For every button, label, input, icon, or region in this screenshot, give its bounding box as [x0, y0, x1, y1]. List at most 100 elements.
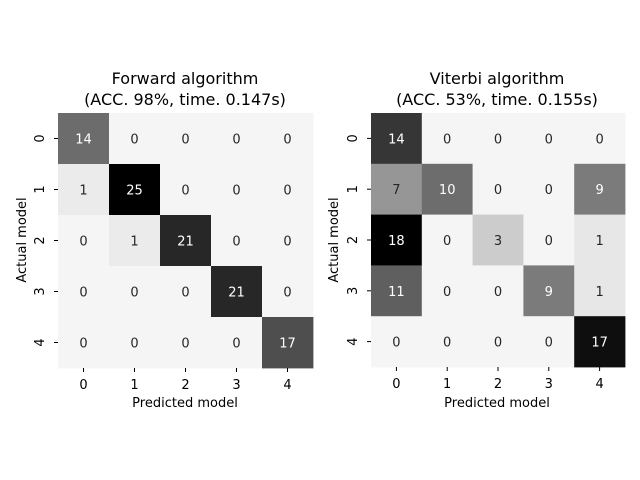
- forward-cell-label-r0-c4: 0: [283, 133, 291, 148]
- viterbi-cell-label-r3-c4: 1: [595, 285, 603, 300]
- viterbi-cell-r0-c4: [574, 113, 626, 165]
- forward-cell-r2-c2: [160, 215, 212, 267]
- forward-cell-label-r0-c2: 0: [181, 133, 189, 148]
- viterbi-cell-r1-c4: [574, 163, 626, 215]
- forward-cell-r0-c1: [109, 113, 161, 165]
- viterbi-cell-label-r1-c1: 10: [439, 183, 456, 198]
- forward-cell-r4-c2: [160, 317, 212, 369]
- viterbi-cell-r2-c0: [371, 214, 423, 266]
- viterbi-cell-label-r1-c2: 0: [494, 183, 502, 198]
- forward-cells: 14 0 0 0 0 1 25 0 0 0 0 1 21 0 0 0 0 0 21 0 0 0 0 0 17: [58, 113, 314, 369]
- forward-y-ticks: 0 1 2 3 4: [33, 134, 58, 347]
- viterbi-cell-r1-c0: [371, 163, 423, 215]
- viterbi-cell-label-r1-c0: 7: [392, 183, 400, 198]
- forward-cell-label-r0-c3: 0: [232, 133, 240, 148]
- viterbi-y-tick-label-0: 0: [346, 134, 361, 142]
- viterbi-heatmap-panel: Viterbi algorithm (ACC. 53%, time. 0.155…: [327, 69, 626, 411]
- viterbi-cell-r0-c3: [523, 113, 575, 165]
- viterbi-title-line2: (ACC. 53%, time. 0.155s): [396, 90, 598, 109]
- forward-cell-label-r3-c1: 0: [130, 286, 138, 301]
- forward-y-tick-label-3: 3: [33, 287, 48, 295]
- viterbi-cell-label-r2-c3: 0: [545, 234, 553, 249]
- viterbi-cell-label-r1-c4: 9: [595, 183, 603, 198]
- viterbi-cell-r0-c1: [421, 113, 473, 165]
- viterbi-cell-r0-c0: [371, 113, 423, 165]
- forward-cell-r0-c3: [211, 113, 263, 165]
- forward-y-tick-label-0: 0: [33, 134, 48, 142]
- viterbi-cell-label-r4-c2: 0: [494, 336, 502, 351]
- forward-cell-r1-c0: [58, 164, 110, 216]
- forward-y-tick-label-2: 2: [33, 236, 48, 244]
- viterbi-cell-label-r4-c1: 0: [443, 336, 451, 351]
- forward-cell-r0-c4: [262, 113, 314, 165]
- forward-x-ticks: 0 1 2 3 4: [79, 368, 292, 393]
- forward-x-tick-label-2: 2: [181, 378, 189, 393]
- forward-cell-label-r3-c3: 21: [228, 286, 245, 301]
- forward-y-axis-label: Actual model: [15, 197, 30, 282]
- viterbi-cell-label-r2-c2: 3: [494, 234, 502, 249]
- forward-cell-label-r3-c0: 0: [79, 286, 87, 301]
- viterbi-cells: 14 0 0 0 07 10 0 0 918 0 3 0 111 0 0 9 10 0 0 0 17: [371, 113, 626, 368]
- forward-cell-label-r1-c0: 1: [79, 184, 87, 199]
- forward-cell-label-r0-c0: 14: [75, 133, 92, 148]
- viterbi-cell-label-r2-c4: 1: [595, 234, 603, 249]
- viterbi-cell-r1-c2: [472, 163, 524, 215]
- viterbi-cell-label-r0-c2: 0: [494, 132, 502, 147]
- viterbi-cell-label-r3-c2: 0: [494, 285, 502, 300]
- viterbi-x-axis-label: Predicted model: [444, 396, 550, 411]
- viterbi-cell-r4-c4: [574, 316, 626, 368]
- viterbi-cell-r1-c1: [421, 163, 473, 215]
- viterbi-cell-r3-c2: [472, 265, 524, 317]
- forward-heatmap-panel: Forward algorithm (ACC. 98%, time. 0.147…: [15, 69, 314, 411]
- viterbi-cell-r2-c4: [574, 214, 626, 266]
- viterbi-cell-r3-c0: [371, 265, 423, 317]
- forward-cell-r3-c0: [58, 266, 110, 318]
- viterbi-x-tick-label-1: 1: [443, 377, 451, 392]
- viterbi-cell-r3-c1: [421, 265, 473, 317]
- viterbi-cell-label-r4-c0: 0: [392, 336, 400, 351]
- forward-x-tick-label-0: 0: [79, 378, 87, 393]
- forward-cell-r3-c4: [262, 266, 314, 318]
- forward-cell-r1-c4: [262, 164, 314, 216]
- forward-cell-r2-c3: [211, 215, 263, 267]
- forward-cell-r4-c0: [58, 317, 110, 369]
- viterbi-cell-label-r0-c4: 0: [595, 132, 603, 147]
- viterbi-cell-label-r3-c3: 9: [545, 285, 553, 300]
- forward-cell-label-r1-c3: 0: [232, 184, 240, 199]
- viterbi-cell-label-r1-c3: 0: [545, 183, 553, 198]
- forward-cell-label-r2-c4: 0: [283, 235, 291, 250]
- forward-x-tick-label-1: 1: [130, 378, 138, 393]
- forward-cell-r2-c1: [109, 215, 161, 267]
- viterbi-y-tick-label-4: 4: [346, 337, 361, 345]
- forward-cell-r4-c3: [211, 317, 263, 369]
- viterbi-y-axis-label: Actual model: [327, 197, 342, 282]
- viterbi-cell-label-r2-c1: 0: [443, 234, 451, 249]
- viterbi-y-tick-label-2: 2: [346, 236, 361, 244]
- forward-cell-label-r2-c0: 0: [79, 235, 87, 250]
- viterbi-cell-label-r0-c3: 0: [545, 132, 553, 147]
- forward-cell-r3-c2: [160, 266, 212, 318]
- viterbi-y-ticks: 0 1 2 3 4: [346, 134, 371, 346]
- viterbi-cell-r4-c3: [523, 316, 575, 368]
- viterbi-cell-label-r3-c0: 11: [388, 285, 405, 300]
- forward-cell-r3-c3: [211, 266, 263, 318]
- forward-cell-label-r4-c4: 17: [279, 337, 296, 352]
- forward-x-axis-label: Predicted model: [132, 396, 238, 411]
- forward-y-tick-label-4: 4: [33, 338, 48, 346]
- viterbi-x-tick-label-2: 2: [494, 377, 502, 392]
- viterbi-cell-r4-c2: [472, 316, 524, 368]
- viterbi-cell-r3-c4: [574, 265, 626, 317]
- forward-cell-r1-c2: [160, 164, 212, 216]
- viterbi-x-ticks: 0 1 2 3 4: [392, 367, 604, 392]
- viterbi-cell-r0-c2: [472, 113, 524, 165]
- forward-cell-r2-c0: [58, 215, 110, 267]
- viterbi-y-tick-label-3: 3: [346, 287, 361, 295]
- viterbi-x-tick-label-3: 3: [545, 377, 553, 392]
- forward-cell-r4-c1: [109, 317, 161, 369]
- forward-cell-label-r2-c3: 0: [232, 235, 240, 250]
- viterbi-cell-label-r0-c0: 14: [388, 132, 405, 147]
- forward-cell-label-r1-c4: 0: [283, 184, 291, 199]
- forward-cell-r1-c1: [109, 164, 161, 216]
- viterbi-title-line1: Viterbi algorithm: [430, 69, 565, 88]
